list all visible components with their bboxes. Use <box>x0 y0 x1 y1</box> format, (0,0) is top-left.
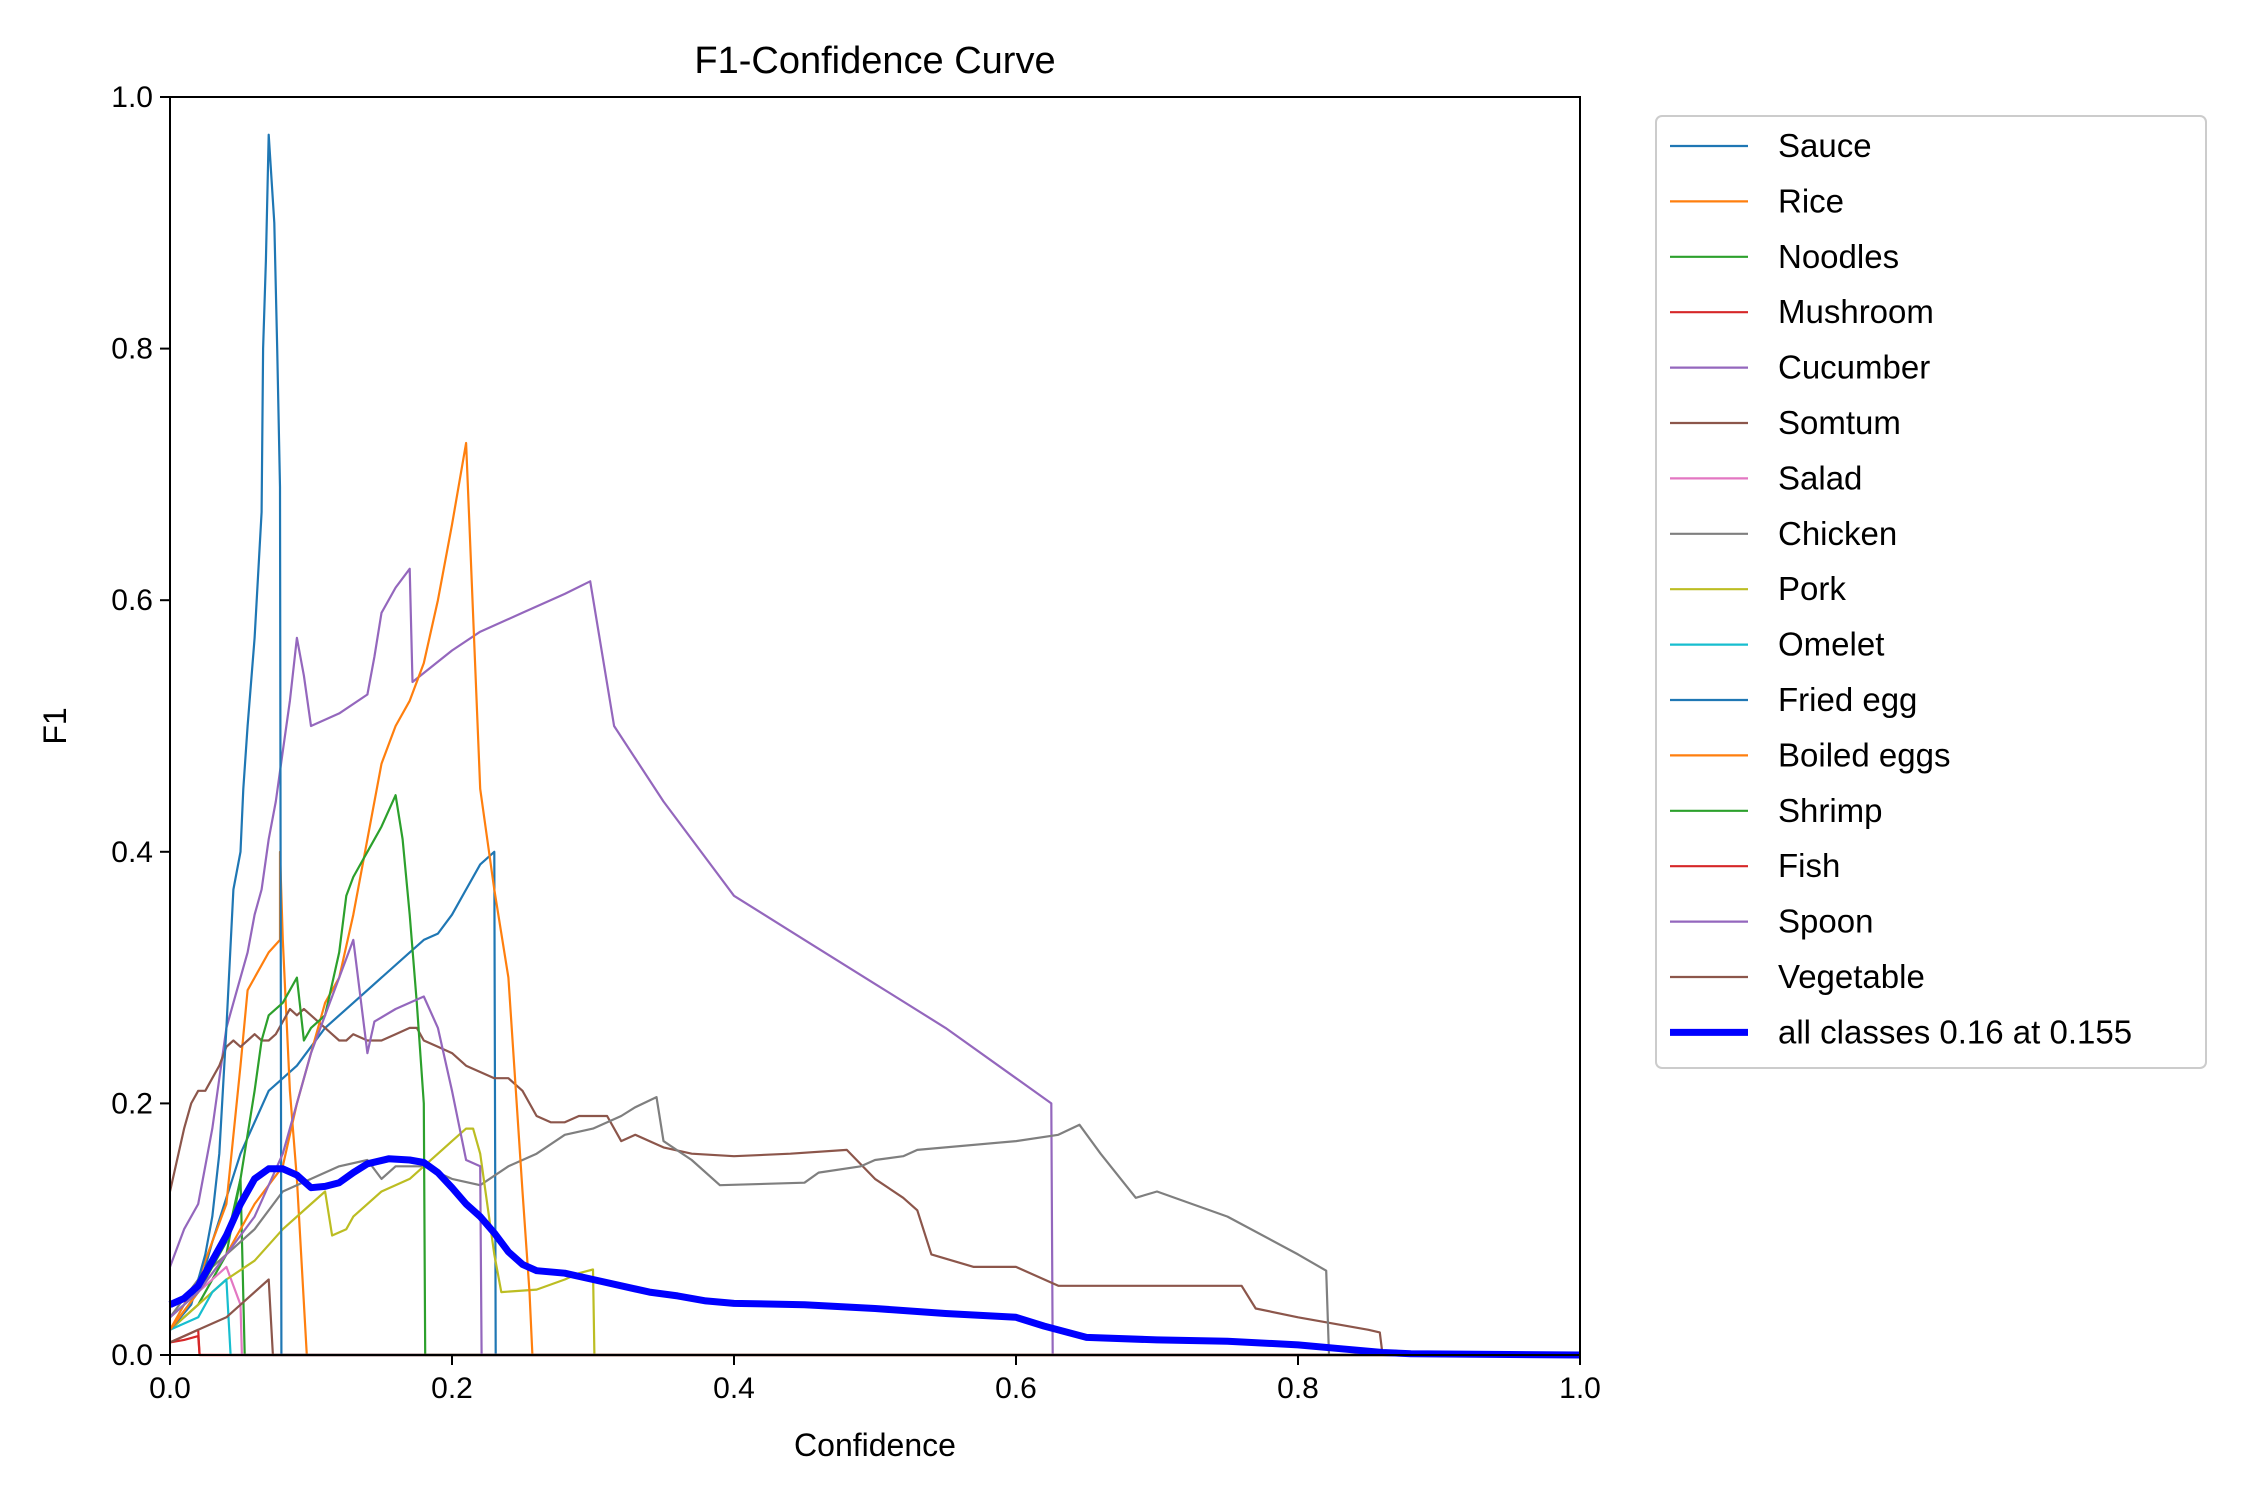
series-line-noodles <box>169 1177 1580 1357</box>
series-line-cucumber <box>168 567 1580 1357</box>
x-axis: 0.0 0.2 0.4 0.6 0.8 1.0 <box>149 1355 1601 1405</box>
legend-label-rice: Rice <box>1778 182 1844 219</box>
y-tick-label: 1.0 <box>111 81 153 114</box>
legend-label-somtum: Somtum <box>1778 404 1901 441</box>
legend: Sauce Rice Noodles Mushroom Cucumber Somtum Sa… <box>1655 115 2207 1069</box>
legend-label-fried-egg: Fried egg <box>1778 681 1917 718</box>
legend-label-salad: Salad <box>1778 459 1862 496</box>
legend-label-omelet: Omelet <box>1778 626 1884 663</box>
legend-label-mushroom: Mushroom <box>1778 293 1934 330</box>
series-line-rice <box>169 850 1580 1357</box>
series-line-fried-egg <box>169 133 1580 1357</box>
x-tick-label: 0.8 <box>1277 1372 1319 1405</box>
series-line-omelet <box>169 1278 1580 1357</box>
x-tick-label: 0.2 <box>431 1372 473 1405</box>
y-tick-label: 0.4 <box>111 836 153 869</box>
series-line-chicken <box>169 1096 1580 1357</box>
series-line-spoon <box>169 938 1580 1357</box>
legend-label-cucumber: Cucumber <box>1778 349 1930 386</box>
legend-label-sauce: Sauce <box>1778 127 1872 164</box>
x-tick-label: 0.0 <box>149 1372 191 1405</box>
y-tick-label: 0.0 <box>111 1339 153 1372</box>
plot-lines <box>168 133 1581 1359</box>
chart-title: F1-Confidence Curve <box>694 40 1055 82</box>
y-axis-title: F1 <box>37 707 73 744</box>
series-line-boiled-eggs <box>169 441 1580 1357</box>
legend-box <box>1655 115 2207 1069</box>
legend-label-all-classes-0-16-at-0-155: all classes 0.16 at 0.155 <box>1778 1013 2132 1050</box>
y-tick-label: 0.8 <box>111 333 153 366</box>
legend-label-chicken: Chicken <box>1778 515 1897 552</box>
y-axis: 0.0 0.2 0.4 0.6 0.8 1.0 <box>111 81 170 1372</box>
x-tick-label: 0.4 <box>713 1372 755 1405</box>
series-line-shrimp <box>169 794 1580 1357</box>
legend-label-boiled-eggs: Boiled eggs <box>1778 736 1950 773</box>
y-tick-label: 0.6 <box>111 584 153 617</box>
legend-label-shrimp: Shrimp <box>1778 792 1883 829</box>
plot-frame <box>169 96 1581 1356</box>
legend-label-pork: Pork <box>1778 570 1846 607</box>
legend-label-fish: Fish <box>1778 847 1840 884</box>
x-axis-title: Confidence <box>794 1427 956 1463</box>
legend-label-spoon: Spoon <box>1778 903 1873 940</box>
x-tick-label: 0.6 <box>995 1372 1037 1405</box>
legend-label-noodles: Noodles <box>1778 238 1899 275</box>
legend-label-vegetable: Vegetable <box>1778 958 1925 995</box>
series-line-somtum <box>168 1007 1580 1357</box>
x-tick-label: 1.0 <box>1559 1372 1601 1405</box>
series-line-sauce <box>169 850 1580 1357</box>
series-line-all-classes-0-16-at-0-155 <box>168 1155 1581 1359</box>
series-line-vegetable <box>169 1278 1580 1357</box>
y-tick-label: 0.2 <box>111 1087 153 1120</box>
